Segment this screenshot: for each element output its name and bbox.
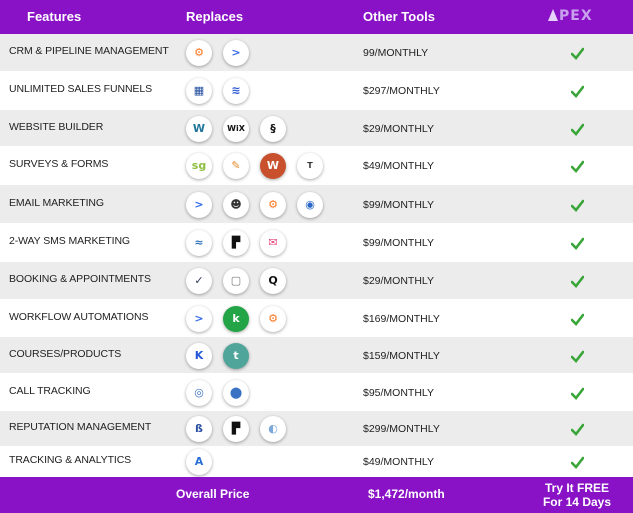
calendar-icon: ▢: [223, 268, 249, 294]
header-features: Features: [27, 9, 82, 24]
checkmark-icon: [571, 456, 584, 469]
trial-line-1: Try It FREE: [544, 481, 609, 495]
wufoo-icon: W: [260, 153, 286, 179]
other-tools-price: $99/MONTHLY: [363, 237, 434, 249]
other-tools-price: $29/MONTHLY: [363, 275, 434, 287]
podium-icon: ▛: [223, 416, 249, 442]
table-row: Unlimited Sales Funnels ▦ ≋ $297/MONTHLY: [0, 72, 633, 110]
table-row: Call Tracking ◎ ⬤ $95/MONTHLY: [0, 374, 633, 411]
birdeye-icon: ß: [186, 416, 212, 442]
feature-name: 2-Way SMS Marketing: [9, 235, 131, 247]
hubspot-icon: ⚙: [186, 40, 212, 66]
clickfunnels-icon: ▦: [186, 78, 212, 104]
checkmark-icon: [571, 237, 584, 250]
other-tools-price: $99/MONTHLY: [363, 198, 434, 211]
other-tools-price: $297/MONTHLY: [363, 85, 440, 97]
other-tools-price: 99/MONTHLY: [363, 47, 429, 59]
checkmark-icon: [571, 123, 584, 136]
table-row: Tracking & Analytics A $49/MONTHLY: [0, 447, 633, 477]
other-tools-price: $299/MONTHLY: [363, 423, 440, 435]
typeform-icon: T: [297, 153, 323, 179]
mail-icon: ✉: [260, 230, 286, 256]
table-row: Workflow Automations > k ⚙ $169/MONTHLY: [0, 300, 633, 337]
feature-name: Booking & Appointments: [9, 273, 151, 285]
other-tools-price: $49/MONTHLY: [363, 456, 434, 468]
feature-name: CRM & Pipeline Management: [9, 45, 169, 57]
table-row: CRM & Pipeline Management ⚙ >99/MONTHLY: [0, 34, 633, 72]
feature-name: Website Builder: [9, 120, 104, 133]
activecampaign-icon: >: [186, 305, 212, 332]
analytics-icon: A: [186, 449, 212, 475]
apex-logo: PEX: [548, 8, 598, 28]
podium-icon: ▛: [223, 230, 249, 256]
callrail-icon: ◎: [186, 379, 212, 406]
checkmark-icon: [571, 423, 584, 436]
other-tools-price: $49/MONTHLY: [363, 160, 434, 172]
wordpress-icon: W: [186, 115, 212, 142]
comparison-table: CRM & Pipeline Management ⚙ >99/MONTHLY Unl…: [0, 34, 633, 477]
keap-icon: k: [223, 305, 249, 332]
table-row: Surveys & Forms sg ✎ W T $49/MONTHLY: [0, 147, 633, 185]
table-row: Reputation Management ß ▛ ◐ $299/MONTHLY: [0, 411, 633, 447]
globe-icon: ◐: [260, 416, 286, 442]
mailchimp-icon: ☻: [223, 191, 249, 218]
acuity-icon: Q: [260, 268, 286, 294]
checkmark-icon: [571, 313, 584, 326]
squarespace-icon: §: [260, 115, 286, 142]
feature-name: Tracking & Analytics: [9, 454, 132, 466]
table-footer: Overall Price $1,472/month Try It FREE F…: [0, 477, 633, 513]
table-row: Booking & Appointments ✓ ▢ Q $29/MONTHLY: [0, 262, 633, 300]
kajabi-icon: K: [186, 342, 212, 369]
table-row: Email Marketing > ☻ ⚙ ◉ $99/MONTHLY: [0, 185, 633, 224]
checkmark-icon: [571, 387, 584, 400]
table-row: Website Builder W WiX § $29/MONTHLY: [0, 110, 633, 147]
activecampaign-icon: >: [223, 40, 249, 66]
feature-name: Surveys & Forms: [9, 158, 109, 170]
feature-name: Call Tracking: [9, 384, 91, 397]
leadpages-icon: ≋: [223, 78, 249, 104]
calendly-icon: ✓: [186, 268, 212, 294]
free-trial-cta[interactable]: Try It FREE For 14 Days: [537, 481, 617, 509]
surveygizmo-icon: sg: [186, 153, 212, 179]
header-replaces: Replaces: [186, 9, 244, 24]
checkmark-icon: [571, 275, 584, 288]
table-header: Features Replaces Other Tools PEX: [0, 0, 633, 34]
logo-triangle-icon: [548, 9, 558, 21]
table-row: 2-Way SMS Marketing ≈ ▛ ✉ $99/MONTHLY: [0, 224, 633, 262]
checkmark-icon: [571, 160, 584, 173]
other-tools-price: $159/MONTHLY: [363, 349, 440, 362]
checkmark-icon: [571, 199, 584, 212]
feature-name: Courses/Products: [9, 347, 122, 360]
table-row: Courses/Products Kt $159/MONTHLY: [0, 337, 633, 374]
logo-text: PEX: [559, 8, 593, 24]
constantcontact-icon: ◉: [297, 191, 323, 218]
hubspot-icon: ⚙: [260, 305, 286, 332]
location-pin-icon: ⬤: [223, 379, 249, 406]
feature-name: Email Marketing: [9, 196, 104, 209]
overall-price-label: Overall Price: [176, 487, 250, 501]
checkmark-icon: [571, 85, 584, 98]
pen-icon: ✎: [223, 153, 249, 179]
feature-name: Workflow Automations: [9, 310, 149, 323]
teachable-icon: t: [223, 342, 249, 369]
feature-name: Reputation Management: [9, 421, 152, 433]
overall-price-value: $1,472/month: [368, 487, 445, 501]
other-tools-price: $29/MONTHLY: [363, 122, 434, 135]
activecampaign-icon: >: [186, 191, 212, 218]
checkmark-icon: [571, 47, 584, 60]
feature-name: Unlimited Sales Funnels: [9, 83, 152, 95]
checkmark-icon: [571, 350, 584, 363]
header-other-tools: Other Tools: [363, 9, 435, 24]
trial-line-2: For 14 Days: [542, 495, 612, 509]
wix-icon: WiX: [223, 115, 249, 142]
sendinblue-icon: ≈: [186, 230, 212, 256]
hubspot-icon: ⚙: [260, 191, 286, 218]
other-tools-price: $169/MONTHLY: [363, 312, 440, 325]
other-tools-price: $95/MONTHLY: [363, 386, 434, 399]
